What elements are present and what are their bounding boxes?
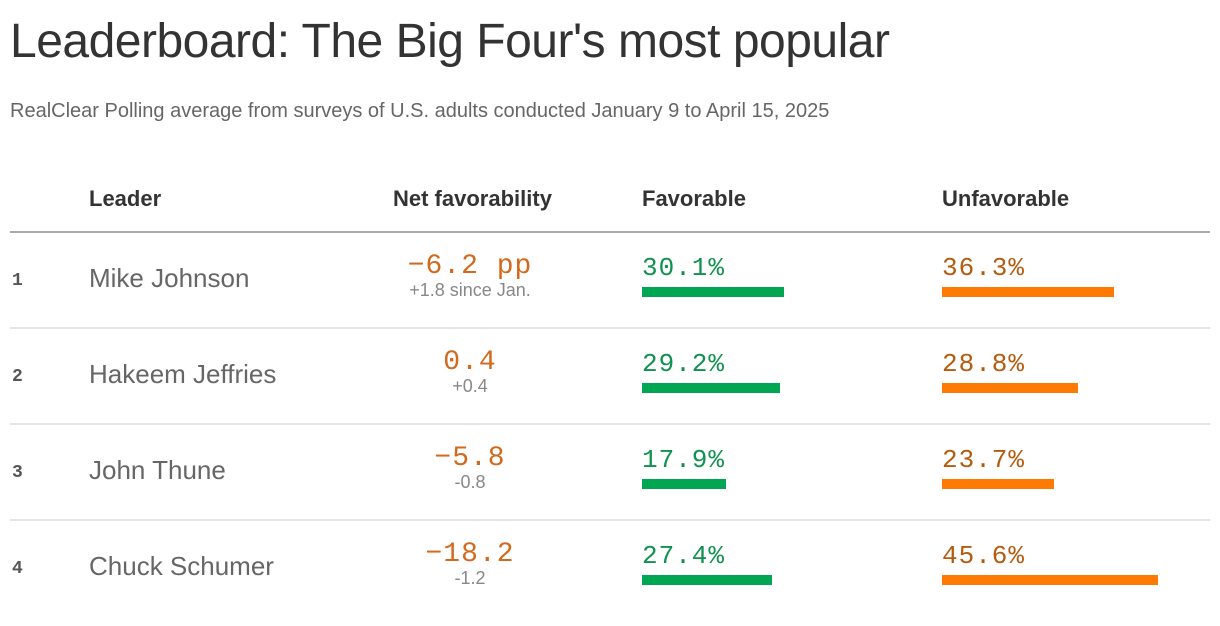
table-header: Leader Net favorability Favorable Unfavo…: [10, 170, 1210, 233]
header-leader: Leader: [89, 186, 162, 211]
net-change: -0.8: [454, 472, 486, 492]
favorable-value: 30.1%: [642, 253, 726, 283]
net-value: −5.8: [434, 443, 506, 474]
net-value: −18.2: [425, 539, 515, 570]
net-value: 0.4: [443, 347, 497, 378]
table-row: 2 Hakeem Jeffries 0.4 +0.4 29.2% 28.8%: [10, 329, 1210, 425]
net-favorability-cell: −6.2 pp +1.8 since Jan.: [340, 251, 600, 301]
net-value: −6.2 pp: [407, 251, 533, 282]
net-favorability-cell: −18.2 -1.2: [340, 539, 600, 589]
favorable-bar: [642, 383, 780, 393]
leader-name: Hakeem Jeffries: [89, 359, 277, 389]
favorable-cell: 27.4%: [642, 541, 772, 585]
header-unfavorable: Unfavorable: [942, 186, 1070, 211]
rank: 1: [12, 271, 23, 291]
leader-name: John Thune: [89, 455, 226, 485]
table-row: 4 Chuck Schumer −18.2 -1.2 27.4% 45.6%: [10, 521, 1210, 617]
unfavorable-cell: 23.7%: [942, 445, 1054, 489]
leader-name: Chuck Schumer: [89, 551, 274, 581]
leaderboard-table: Leader Net favorability Favorable Unfavo…: [10, 170, 1210, 617]
favorable-bar: [642, 575, 772, 585]
table-row: 1 Mike Johnson −6.2 pp +1.8 since Jan. 3…: [10, 233, 1210, 329]
leader-name: Mike Johnson: [89, 263, 250, 293]
favorable-value: 17.9%: [642, 445, 726, 475]
chart-subtitle: RealClear Polling average from surveys o…: [10, 100, 830, 122]
unfavorable-value: 36.3%: [942, 253, 1026, 283]
header-net-favorability: Net favorability: [393, 186, 552, 211]
unfavorable-bar: [942, 575, 1158, 585]
favorable-value: 27.4%: [642, 541, 726, 571]
unfavorable-bar: [942, 287, 1114, 297]
table-row: 3 John Thune −5.8 -0.8 17.9% 23.7%: [10, 425, 1210, 521]
unfavorable-value: 23.7%: [942, 445, 1026, 475]
rank: 4: [12, 559, 23, 579]
unfavorable-value: 28.8%: [942, 349, 1026, 379]
net-favorability-cell: 0.4 +0.4: [340, 347, 600, 397]
favorable-bar: [642, 479, 726, 489]
net-change: +1.8 since Jan.: [409, 280, 531, 300]
rank: 2: [12, 367, 23, 387]
net-favorability-cell: −5.8 -0.8: [340, 443, 600, 493]
unfavorable-cell: 36.3%: [942, 253, 1114, 297]
net-change: -1.2: [454, 568, 486, 588]
net-change: +0.4: [452, 376, 488, 396]
favorable-cell: 30.1%: [642, 253, 784, 297]
favorable-cell: 29.2%: [642, 349, 780, 393]
unfavorable-cell: 28.8%: [942, 349, 1078, 393]
unfavorable-cell: 45.6%: [942, 541, 1158, 585]
favorable-cell: 17.9%: [642, 445, 726, 489]
unfavorable-value: 45.6%: [942, 541, 1026, 571]
unfavorable-bar: [942, 479, 1054, 489]
unfavorable-bar: [942, 383, 1078, 393]
chart-title: Leaderboard: The Big Four's most popular: [10, 15, 890, 68]
favorable-bar: [642, 287, 784, 297]
favorable-value: 29.2%: [642, 349, 726, 379]
rank: 3: [12, 463, 23, 483]
header-favorable: Favorable: [642, 186, 746, 211]
